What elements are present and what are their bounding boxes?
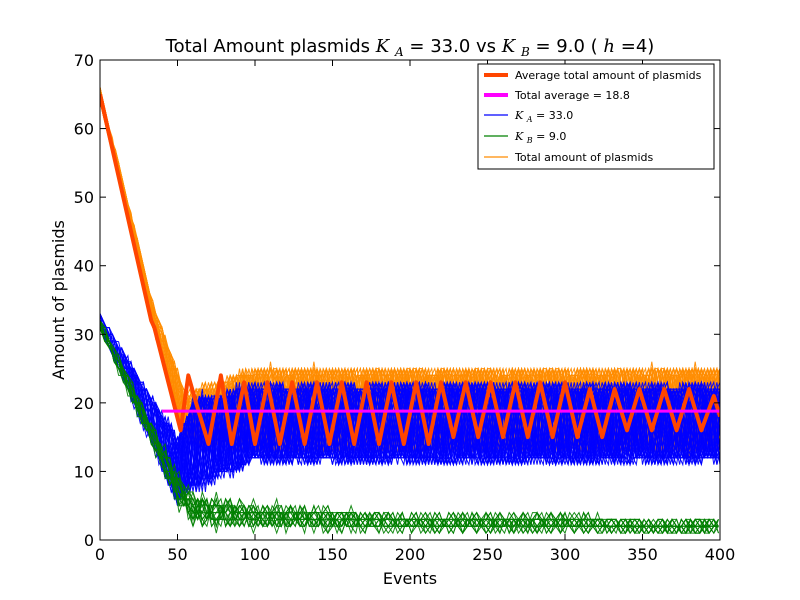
axis-ticks: 0 50 100 150 200 250 300 350 400 0 10 20 30 40 50 60 70: [74, 51, 736, 564]
y-tick-label: 0: [84, 531, 94, 550]
y-tick-label: 40: [74, 257, 94, 276]
x-tick-label: 350: [627, 545, 658, 564]
series-line-2-29: [100, 320, 720, 486]
plot-frame: [99, 59, 721, 541]
x-tick-label: 200: [395, 545, 426, 564]
legend: Average total amount of plasmids Total a…: [477, 63, 715, 170]
legend-label-average: Average total amount of plasmids: [515, 69, 702, 82]
legend-kb-sub: B: [526, 136, 533, 145]
y-axis-label: Amount of plasmids: [49, 220, 68, 380]
legend-kb-value: = 9.0: [536, 130, 566, 143]
title-ka-value: = 33.0 vs: [409, 36, 501, 57]
title-text: Total Amount plasmids: [165, 36, 370, 57]
title-h-symbol: h: [603, 36, 615, 57]
title-kb-symbol: K: [501, 36, 517, 57]
y-tick-label: 10: [74, 462, 94, 481]
title-ka-symbol: K: [375, 36, 391, 57]
series-bundle-3: [100, 320, 719, 535]
title-ka-sub: A: [394, 45, 404, 59]
series-line-2-22: [100, 320, 720, 501]
x-tick-label: 50: [167, 545, 187, 564]
legend-label-total: Total amount of plasmids: [514, 151, 653, 164]
title-h-value: =4): [621, 36, 655, 57]
x-tick-label: 0: [95, 545, 105, 564]
x-tick-label: 150: [317, 545, 348, 564]
plot-area: [100, 87, 720, 535]
y-tick-label: 50: [74, 188, 94, 207]
y-tick-label: 70: [74, 51, 94, 70]
legend-ka-symbol: K: [514, 109, 524, 122]
x-axis-label: Events: [383, 569, 437, 588]
legend-ka-sub: A: [526, 115, 533, 124]
y-tick-label: 30: [74, 325, 94, 344]
legend-kb-symbol: K: [514, 130, 524, 143]
series-line-3-19: [100, 320, 719, 535]
x-tick-label: 100: [240, 545, 271, 564]
legend-label-kb: K B = 9.0: [514, 130, 566, 146]
y-tick-label: 60: [74, 120, 94, 139]
title-kb-value: = 9.0 (: [536, 36, 598, 57]
legend-label-total-average: Total average = 18.8: [514, 89, 630, 102]
series-line-2-28: [100, 327, 720, 500]
x-tick-label: 400: [705, 545, 736, 564]
x-tick-label: 250: [472, 545, 503, 564]
y-tick-label: 20: [74, 394, 94, 413]
series-line-2-20: [100, 327, 720, 506]
series-line-average: [100, 93, 720, 446]
title-kb-sub: B: [520, 45, 530, 59]
series-line-3-18: [100, 327, 719, 535]
legend-label-ka: K A = 33.0: [514, 109, 573, 125]
x-tick-label: 300: [550, 545, 581, 564]
legend-box: [477, 63, 715, 170]
legend-ka-value: = 33.0: [536, 109, 573, 122]
chart-title: Total Amount plasmids K A = 33.0 vs K B …: [165, 36, 655, 61]
